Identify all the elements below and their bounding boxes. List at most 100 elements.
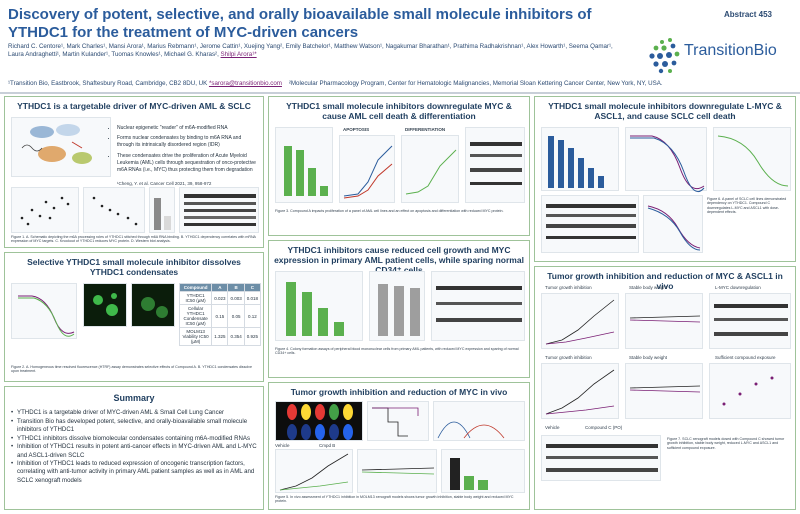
table-cell: Cellular YTHDC1 Condensate IC50 (µM) bbox=[178, 304, 213, 328]
apoptosis-chart bbox=[339, 135, 395, 203]
panel-in-vivo-sclc: Tumor growth inhibition and reduction of… bbox=[534, 266, 796, 510]
poster-header: Discovery of potent, selective, and oral… bbox=[0, 0, 800, 93]
panel-title: YTHDC1 small molecule inhibitors downreg… bbox=[286, 101, 512, 121]
flow-histogram bbox=[433, 401, 525, 441]
western-blot-myc bbox=[465, 127, 525, 203]
bar-figure-c bbox=[149, 187, 175, 233]
table-header: C bbox=[243, 283, 262, 292]
summary-item: Inhibition of YTHDC1 leads to reduced ex… bbox=[11, 460, 261, 485]
logo-wordmark: TransitionBio bbox=[684, 42, 777, 59]
figure-caption: Figure 1. A. Schematic depicting the m6A… bbox=[11, 235, 256, 244]
summary-item: YTHDC1 is a targetable driver of MYC-dri… bbox=[11, 409, 261, 417]
poster-title: Discovery of potent, selective, and oral… bbox=[8, 6, 592, 41]
logo-dots-icon bbox=[649, 38, 680, 74]
summary-item: Transition Bio has developed potent, sel… bbox=[11, 418, 261, 434]
dose-response-plot bbox=[11, 283, 77, 339]
author-list: Richard C. Centore¹, Mark Charles¹, Mans… bbox=[8, 43, 618, 59]
subchart-label: Tumor growth inhibition bbox=[545, 285, 592, 290]
myc-bar-chart bbox=[441, 449, 525, 493]
panel-condensate-dissolution: Selective YTHDC1 small molecule inhibito… bbox=[4, 252, 264, 382]
table-header: Compound bbox=[178, 283, 213, 292]
table-cell: 0.354 bbox=[227, 327, 245, 346]
panel-title: YTHDC1 inhibitors cause reduced cell gro… bbox=[274, 245, 524, 275]
ascl1-western-blot bbox=[541, 435, 661, 481]
figure-caption: Figure 3. Compound A impacts proliferati… bbox=[275, 209, 504, 213]
summary-item: YTHDC1 inhibitors dissolve biomolecular … bbox=[11, 435, 261, 443]
table-row: MOLM13 Viability IC50 (µM) 1.325 0.354 0… bbox=[178, 327, 262, 346]
compound-table: Compound A B C YTHDC1 IC50 (µM) 0.023 0.… bbox=[178, 283, 262, 346]
table-header: A bbox=[211, 283, 229, 292]
body-weight-line-chart bbox=[357, 449, 437, 493]
table-row: YTHDC1 IC50 (µM) 0.023 0.003 0.018 bbox=[178, 291, 262, 305]
affiliations: ¹Transition Bio, Eastbrook, Shaftesbury … bbox=[8, 80, 768, 87]
subchart-label: Stable body weight bbox=[629, 285, 668, 290]
differentiation-chart bbox=[401, 135, 459, 203]
table-cell: 0.925 bbox=[243, 327, 262, 346]
lmyc-western-blot bbox=[709, 293, 791, 349]
legend-vehicle: Vehicle bbox=[545, 425, 560, 430]
figure-caption: Figure 7. SCLC xenograft models dosed wi… bbox=[667, 437, 785, 450]
figure-caption: Figure 4. Colony formation assays of per… bbox=[275, 347, 519, 356]
colony-bar-chart bbox=[275, 271, 363, 341]
scatter-plot-b bbox=[83, 187, 145, 233]
tgi-chart-1 bbox=[541, 293, 619, 349]
panel-targetable-driver: YTHDC1 is a targetable driver of MYC-dri… bbox=[4, 96, 264, 248]
reference-note: ¹Cheng, Y. et al. Cancer Cell 2021, 39, … bbox=[117, 181, 212, 186]
western-blot-lmyc-ascl1 bbox=[541, 195, 639, 253]
panel-title: YTHDC1 small molecule inhibitors downreg… bbox=[548, 101, 782, 121]
contact-email[interactable]: *sarora@transitionbio.com bbox=[208, 80, 282, 87]
subchart-label: L-MYC downregulation bbox=[715, 285, 761, 290]
exposure-chart bbox=[709, 363, 791, 419]
figure-caption: Figure 5. In vivo assessment of YTHDC1 i… bbox=[275, 495, 514, 504]
table-cell: YTHDC1 IC50 (µM) bbox=[178, 291, 213, 305]
differentiation-label: DIFFERENTIATION bbox=[405, 127, 446, 132]
panel-sclc: YTHDC1 small molecule inhibitors downreg… bbox=[534, 96, 796, 262]
panel-myc-downregulation: YTHDC1 small molecule inhibitors downreg… bbox=[268, 96, 530, 236]
bullet-1: Nuclear epigenetic "reader" of m6A-modif… bbox=[117, 125, 259, 132]
sclc-viability-curve bbox=[713, 127, 791, 191]
panel-title: YTHDC1 is a targetable driver of MYC-dri… bbox=[17, 101, 251, 111]
transitionbio-logo: TransitionBio bbox=[648, 32, 798, 82]
body-weight-chart-1 bbox=[625, 293, 703, 349]
table-cell: MOLM13 Viability IC50 (µM) bbox=[178, 327, 213, 346]
body-weight-chart-2 bbox=[625, 363, 703, 419]
table-header-row: Compound A B C bbox=[178, 283, 262, 292]
panel-title: Selective YTHDC1 small molecule inhibito… bbox=[27, 257, 241, 277]
abstract-number: Abstract 453 bbox=[723, 10, 772, 19]
figure-caption: Figure 6. A panel of SCLC cell lines dem… bbox=[707, 197, 787, 215]
table-cell: 0.12 bbox=[243, 304, 262, 328]
table-cell: 0.018 bbox=[243, 291, 262, 305]
bioluminescence-image bbox=[275, 401, 363, 441]
bullet-3: These condensates drive the proliferatio… bbox=[117, 153, 259, 174]
bullet-2: Forms nuclear condensates by binding to … bbox=[117, 135, 259, 149]
sclc-dose-response bbox=[625, 127, 707, 192]
summary-item: Inhibition of YTHDC1 results in potent a… bbox=[11, 443, 261, 459]
panel-in-vivo-aml: Tumor growth inhibition and reduction of… bbox=[268, 382, 530, 510]
scatter-plot-a bbox=[11, 187, 79, 233]
subchart-label: Sufficient compound exposure bbox=[715, 355, 776, 360]
subchart-label: Tumor growth inhibition bbox=[545, 355, 592, 360]
summary-title: Summary bbox=[113, 393, 155, 403]
table-header: B bbox=[227, 283, 245, 292]
survival-curve bbox=[367, 401, 429, 441]
western-blot-patient bbox=[431, 271, 525, 341]
panel-summary: Summary YTHDC1 is a targetable driver of… bbox=[4, 386, 264, 510]
western-blot-d bbox=[179, 187, 259, 233]
affiliation-2: ²Molecular Pharmacology Program, Center … bbox=[288, 80, 663, 87]
summary-list: YTHDC1 is a targetable driver of MYC-dri… bbox=[11, 409, 261, 485]
table-cell: 0.023 bbox=[211, 291, 229, 305]
table-cell: 1.325 bbox=[211, 327, 229, 346]
dmso-microscopy-image bbox=[83, 283, 127, 327]
growth-bar-chart bbox=[275, 127, 333, 203]
schematic-figure bbox=[11, 117, 111, 177]
figure-caption: Figure 2. A. Homogeneous time resolved f… bbox=[11, 365, 252, 374]
table-cell: 0.05 bbox=[227, 304, 245, 328]
sclc-growth-bar-chart bbox=[541, 127, 619, 191]
table-row: Cellular YTHDC1 Condensate IC50 (µM) 0.1… bbox=[178, 304, 262, 328]
header-divider bbox=[0, 92, 800, 94]
panel-title: Tumor growth inhibition and reduction of… bbox=[290, 387, 508, 397]
affiliation-1: ¹Transition Bio, Eastbrook, Shaftesbury … bbox=[8, 80, 209, 87]
panel-title: Tumor growth inhibition and reduction of… bbox=[547, 271, 783, 291]
presenter-name: Shilpi Arora¹* bbox=[220, 51, 257, 58]
apoptosis-label: APOPTOSIS bbox=[343, 127, 370, 132]
